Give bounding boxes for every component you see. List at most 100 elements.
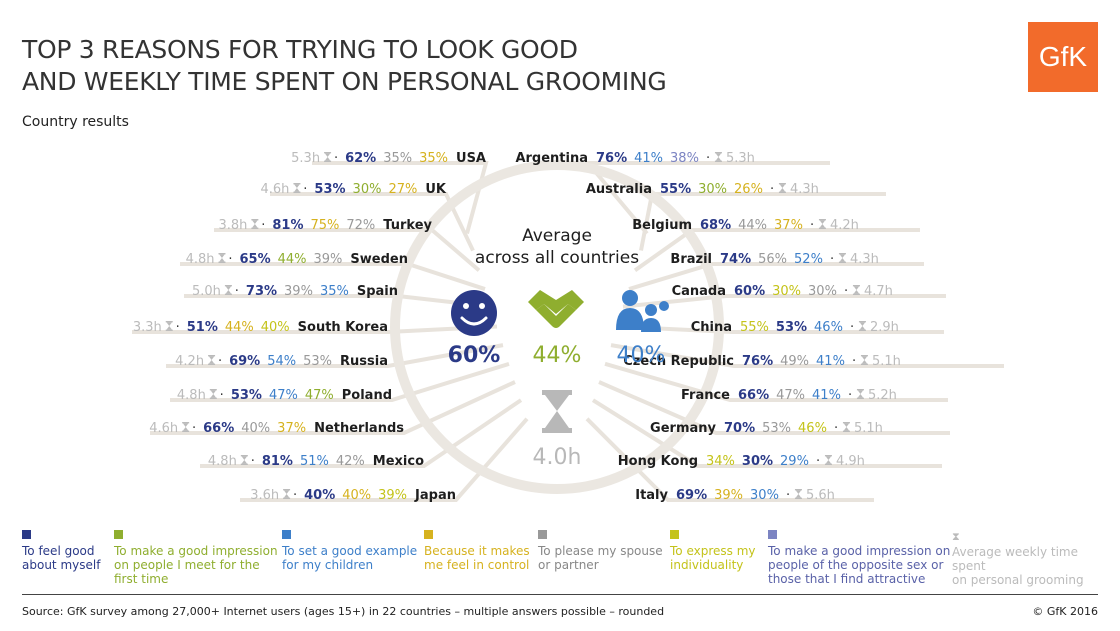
country-row-spain: Spain 35% 39% 73% · 5.0h (192, 284, 398, 299)
country-name: Belgium (632, 218, 692, 233)
hourglass-icon (842, 422, 850, 432)
legend: To feel good about myself To make a good i… (22, 530, 1102, 590)
legend-swatch (424, 530, 433, 539)
legend-swatch (768, 530, 777, 539)
value-spouse: 39% (284, 284, 313, 299)
legend-label-line-2: or partner (538, 558, 599, 572)
separator-dot: · (192, 421, 196, 436)
country-name: Japan (414, 488, 456, 503)
value-spouse: 56% (758, 252, 787, 267)
country-name: Italy (635, 488, 668, 503)
hourglass-icon (860, 355, 868, 365)
subtitle: Country results (22, 114, 129, 130)
value-spouse: 44% (738, 218, 767, 233)
country-row-sweden: Sweden 39% 44% 65% · 4.8h (186, 252, 408, 267)
legend-item-grooming: ⧗ Average weekly time spent on personal gr… (952, 530, 1102, 587)
legend-label-line-2: about myself (22, 558, 101, 572)
legend-swatch (282, 530, 291, 539)
average-value-impression: 44% (533, 343, 582, 368)
country-row-hong-kong: Hong Kong 34% 30% 29% · 4.9h (618, 454, 865, 469)
value-feel_good: 30% (742, 454, 773, 469)
separator-dot: · (844, 284, 848, 299)
legend-label-line-1: To make a good impression (114, 544, 278, 558)
value-feel_good: 40% (304, 488, 335, 503)
grooming-hours: 3.8h (218, 218, 247, 233)
value-feel_good: 74% (720, 252, 751, 267)
legend-label-line-2: on personal grooming (952, 573, 1084, 587)
hourglass-icon (818, 219, 826, 229)
separator-dot: · (770, 182, 774, 197)
value-feel_good: 81% (272, 218, 303, 233)
grooming-hours: 4.3h (790, 182, 819, 197)
value-individuality: 34% (706, 454, 735, 469)
hourglass-icon (794, 489, 802, 499)
value-spouse: 72% (346, 218, 375, 233)
logo-text: GfK (1038, 41, 1088, 72)
hourglass-icon (852, 285, 860, 295)
country-row-russia: Russia 53% 54% 69% · 4.2h (175, 354, 388, 369)
value-impression: 30% (698, 182, 727, 197)
separator-dot: · (228, 252, 232, 267)
copyright: © GfK 2016 (1032, 605, 1098, 618)
average-value-feel_good: 60% (448, 343, 501, 368)
gfk-logo: GfK (1028, 22, 1098, 92)
country-row-china: China 55% 53% 46% · 2.9h (691, 320, 899, 335)
legend-item-feel_good: To feel good about myself (22, 530, 100, 572)
center-heading-2: across all countries (475, 248, 639, 268)
country-name: Czech Republic (623, 354, 734, 369)
country-rows: USA 35% 35% 62% · 5.3h UK 27% 30% 53% · 4.6h Turkey 7… (133, 151, 901, 503)
value-feel_good: 55% (660, 182, 691, 197)
hourglass-icon (240, 455, 248, 465)
country-name: Poland (342, 388, 392, 403)
hourglass-icon (208, 355, 216, 365)
legend-item-example: To set a good example for my children (282, 530, 417, 572)
value-example: 46% (814, 320, 843, 335)
grooming-hours: 5.6h (806, 488, 835, 503)
value-feel_good: 69% (229, 354, 260, 369)
value-spouse: 35% (383, 151, 412, 166)
handshake-icon (528, 290, 584, 328)
value-control: 35% (419, 151, 448, 166)
source-note: Source: GfK survey among 27,000+ Interne… (22, 605, 665, 618)
value-control: 44% (225, 320, 254, 335)
legend-label-line-2: for my children (282, 558, 374, 572)
separator-dot: · (848, 388, 852, 403)
hourglass-icon (165, 321, 173, 331)
hourglass-icon (182, 422, 190, 432)
separator-dot: · (706, 151, 710, 166)
value-control: 40% (342, 488, 371, 503)
value-opposite_sex: 38% (670, 151, 699, 166)
value-impression: 30% (353, 182, 382, 197)
separator-dot: · (786, 488, 790, 503)
hourglass-icon (293, 183, 301, 193)
legend-swatch (670, 530, 679, 539)
country-name: Sweden (350, 252, 408, 267)
value-feel_good: 60% (734, 284, 765, 299)
legend-label-line-1: Because it makes (424, 544, 530, 558)
country-row-uk: UK 27% 30% 53% · 4.6h (261, 182, 447, 197)
hourglass-icon (209, 389, 217, 399)
value-example: 41% (812, 388, 841, 403)
center-ring (390, 160, 724, 494)
value-control: 26% (734, 182, 763, 197)
grooming-hours: 5.1h (872, 354, 901, 369)
country-name: Turkey (383, 218, 432, 233)
legend-item-individuality: To express my individuality (670, 530, 756, 572)
legend-label-line-1: To make a good impression on (768, 544, 951, 558)
value-control: 27% (388, 182, 417, 197)
value-individuality: 55% (740, 320, 769, 335)
value-example: 54% (267, 354, 296, 369)
grooming-hours: 5.1h (854, 421, 883, 436)
grooming-hours: 5.3h (726, 151, 755, 166)
value-feel_good: 73% (246, 284, 277, 299)
legend-label-line-1: To feel good (22, 544, 95, 558)
value-example: 51% (300, 454, 329, 469)
hourglass-icon (856, 389, 864, 399)
value-example: 47% (269, 388, 298, 403)
grooming-hours: 4.6h (261, 182, 290, 197)
country-row-france: France 66% 47% 41% · 5.2h (681, 388, 897, 403)
value-feel_good: 51% (187, 320, 218, 335)
country-name: Canada (672, 284, 726, 299)
value-impression: 47% (305, 388, 334, 403)
